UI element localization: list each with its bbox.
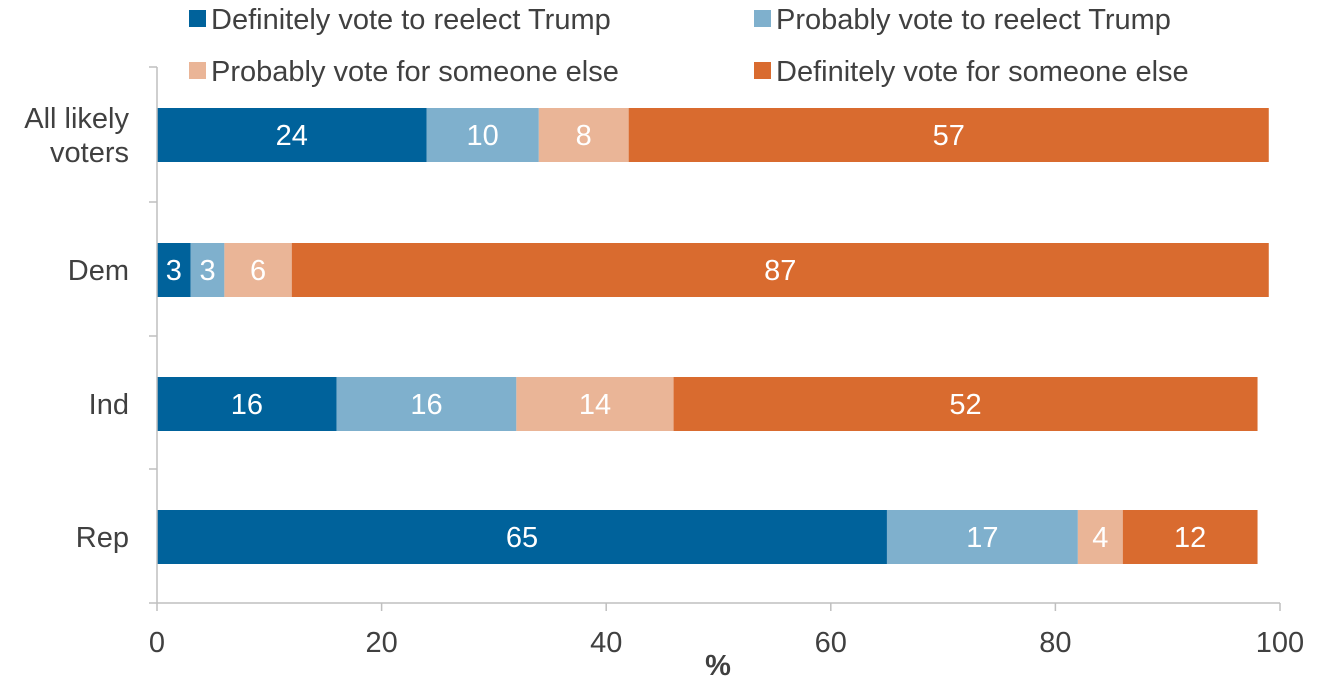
legend-swatch-1 bbox=[754, 10, 771, 27]
bar-3-0 bbox=[157, 510, 887, 564]
legend-label-1: Probably vote to reelect Trump bbox=[776, 4, 1171, 36]
legend-label-0: Definitely vote to reelect Trump bbox=[211, 4, 611, 36]
bar-2-0 bbox=[157, 377, 337, 431]
bar-label-2-2: 14 bbox=[579, 389, 611, 421]
bars: 24 10 8 57 3 3 6 87 16 16 14 52 65 17 4 12 bbox=[157, 108, 1269, 564]
bar-1-2 bbox=[224, 243, 292, 297]
x-tick-label-2: 40 bbox=[590, 627, 622, 659]
bar-label-3-2: 4 bbox=[1092, 522, 1108, 554]
axes: 0 20 40 60 80 100 bbox=[149, 66, 1304, 659]
legend-label-2: Probably vote for someone else bbox=[211, 56, 619, 88]
category-label-0: All likely voters bbox=[24, 103, 129, 169]
bar-2-2 bbox=[516, 377, 674, 431]
category-label-3: Rep bbox=[76, 522, 129, 554]
bar-label-3-3: 12 bbox=[1174, 522, 1206, 554]
legend-swatch-0 bbox=[189, 10, 206, 27]
bar-label-3-0: 65 bbox=[506, 522, 538, 554]
legend-swatch-3 bbox=[754, 62, 771, 79]
x-tick-label-1: 20 bbox=[365, 627, 397, 659]
bar-label-1-0: 3 bbox=[166, 255, 182, 287]
bar-label-2-1: 16 bbox=[410, 389, 442, 421]
bar-0-0 bbox=[157, 108, 427, 162]
bar-label-1-3: 87 bbox=[764, 255, 796, 287]
bar-label-1-1: 3 bbox=[199, 255, 215, 287]
bar-label-0-1: 10 bbox=[467, 120, 499, 152]
legend: Definitely vote to reelect Trump Probably… bbox=[189, 4, 1189, 88]
bar-1-1 bbox=[190, 243, 225, 297]
x-tick-label-5: 100 bbox=[1256, 627, 1304, 659]
x-tick-label-3: 60 bbox=[815, 627, 847, 659]
category-label-1: Dem bbox=[68, 255, 129, 287]
bar-3-2 bbox=[1077, 510, 1123, 564]
category-label-2: Ind bbox=[89, 389, 129, 421]
bar-3-3 bbox=[1122, 510, 1258, 564]
bar-2-3 bbox=[673, 377, 1258, 431]
legend-swatch-2 bbox=[189, 62, 206, 79]
bar-label-0-0: 24 bbox=[276, 120, 308, 152]
bar-label-0-3: 57 bbox=[933, 120, 965, 152]
x-tick-label-4: 80 bbox=[1039, 627, 1071, 659]
bar-label-3-1: 17 bbox=[966, 522, 998, 554]
bar-1-0 bbox=[157, 243, 191, 297]
bar-3-1 bbox=[886, 510, 1078, 564]
legend-label-3: Definitely vote for someone else bbox=[776, 56, 1189, 88]
bar-label-2-3: 52 bbox=[949, 389, 981, 421]
bar-0-2 bbox=[538, 108, 629, 162]
x-axis-title: % bbox=[705, 650, 731, 681]
bar-2-1 bbox=[336, 377, 517, 431]
x-tick-label-0: 0 bbox=[149, 627, 165, 659]
bar-label-1-2: 6 bbox=[250, 255, 266, 287]
category-labels: All likely voters Dem Ind Rep bbox=[24, 103, 129, 554]
bar-0-3 bbox=[628, 108, 1269, 162]
bar-0-1 bbox=[426, 108, 539, 162]
bar-label-0-2: 8 bbox=[576, 120, 592, 152]
bar-label-2-0: 16 bbox=[231, 389, 263, 421]
bar-1-3 bbox=[291, 243, 1269, 297]
